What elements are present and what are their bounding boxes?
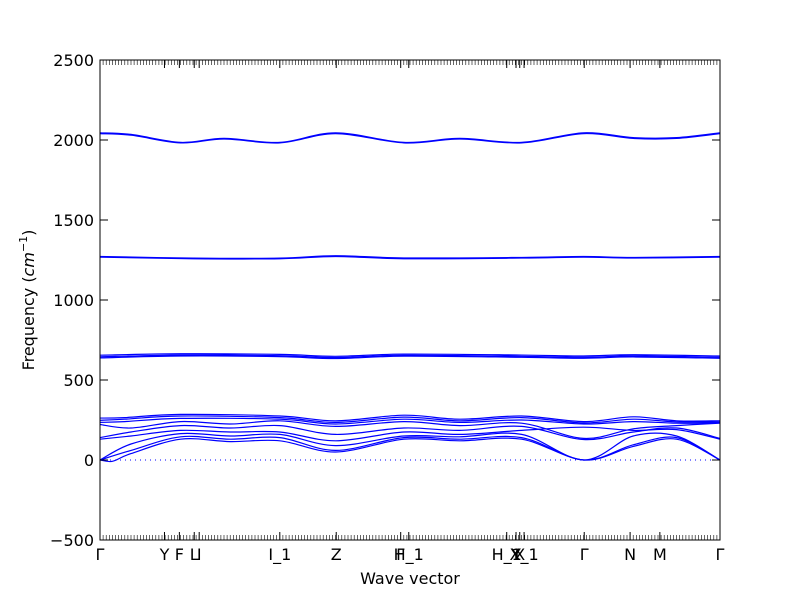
band-line-7 <box>100 413 720 423</box>
y-axis-label-unit: cm <box>19 252 38 276</box>
x-tick-label: H_1 <box>394 545 424 565</box>
x-tick-label: H_1 <box>492 545 522 565</box>
x-tick-label: Y <box>159 545 170 564</box>
x-tick-label: Z <box>331 545 342 564</box>
band-line-13 <box>100 432 720 461</box>
x-tick-label: N <box>624 545 636 564</box>
x-tick-label: Γ <box>580 545 589 564</box>
band-line-9 <box>100 417 720 425</box>
y-tick-label: −500 <box>50 531 94 550</box>
band-line-15 <box>100 437 720 463</box>
band-line-11 <box>100 424 720 441</box>
x-tick-label: L <box>190 545 199 564</box>
band-line-6 <box>100 355 720 360</box>
band-line-1 <box>100 132 720 144</box>
y-tick-label: 0 <box>84 451 94 470</box>
band-line-10 <box>100 420 720 440</box>
x-tick-label: X_1 <box>510 545 539 565</box>
x-tick-label: M <box>653 545 667 564</box>
y-tick-label: 2500 <box>53 51 94 70</box>
band-line-8 <box>100 415 720 424</box>
x-tick-label: I_1 <box>268 545 291 565</box>
x-tick-label: Y <box>510 545 521 564</box>
x-tick-label: Γ <box>96 545 105 564</box>
band-line-4 <box>100 353 720 357</box>
x-tick-label: I <box>197 545 202 564</box>
minor-ticks <box>99 60 721 540</box>
y-tick-label: 500 <box>63 371 94 390</box>
y-axis-label-suffix: ) <box>19 230 38 236</box>
y-axis-label-exponent: −1 <box>17 236 30 252</box>
x-tick-label: F <box>396 545 405 564</box>
y-tick-label: 1000 <box>53 291 94 310</box>
x-tick-label: X <box>514 545 525 564</box>
band-line-5 <box>100 354 720 359</box>
band-line-14 <box>100 435 720 461</box>
band-line-2 <box>100 255 720 259</box>
band-line-3 <box>100 255 720 260</box>
y-tick-label: 1500 <box>53 211 94 230</box>
x-tick-label: F <box>175 545 184 564</box>
x-tick-label: Γ <box>716 545 725 564</box>
y-axis-label-prefix: Frequency ( <box>19 276 38 370</box>
band-lines <box>100 132 720 463</box>
y-axis-label: Frequency (cm−1) <box>17 230 38 371</box>
y-tick-label: 2000 <box>53 131 94 150</box>
band-line-12 <box>100 426 720 442</box>
x-axis-label: Wave vector <box>360 569 460 588</box>
y-axis: −500 0 500 1000 1500 2000 2500 <box>50 51 720 550</box>
